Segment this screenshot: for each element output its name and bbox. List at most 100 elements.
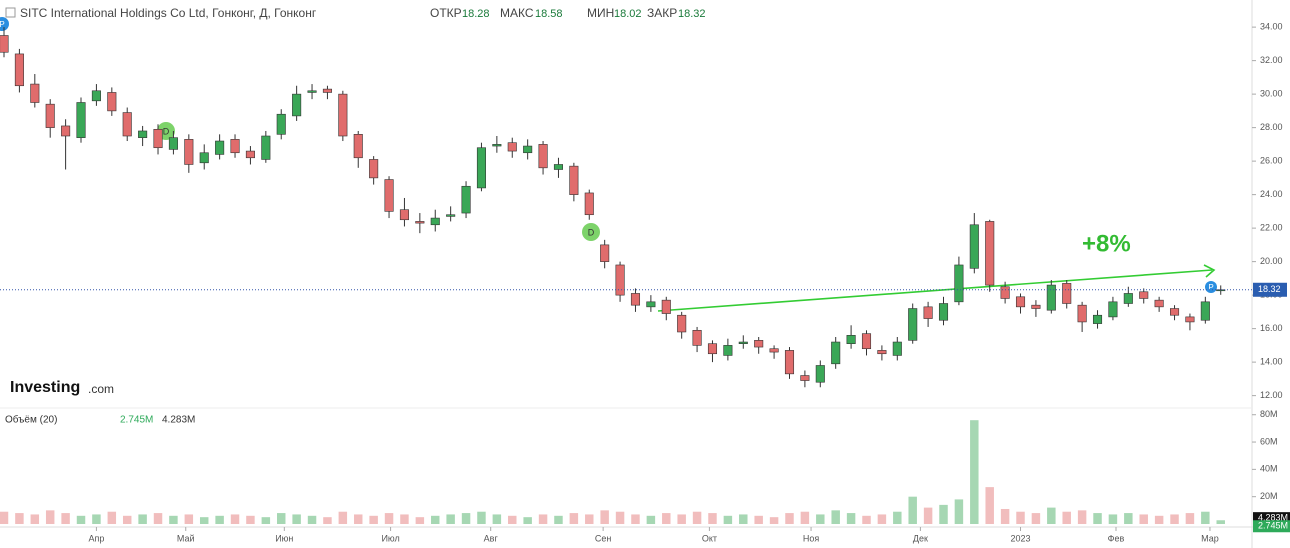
volume-bar <box>307 515 317 524</box>
volume-bar <box>1139 514 1148 524</box>
candle-body <box>692 329 702 346</box>
volume-bar <box>446 514 455 524</box>
volume-bar <box>754 515 763 524</box>
candle-body <box>199 152 209 164</box>
candle-body <box>461 185 471 214</box>
volume-bar <box>107 511 117 524</box>
candle-body <box>61 125 71 137</box>
volume-bar <box>1108 514 1118 524</box>
trend-arrow <box>657 269 1213 312</box>
candle-body <box>600 244 610 262</box>
ohlc-label: ЗАКР <box>647 6 677 20</box>
volume-bar <box>92 514 101 524</box>
volume-bar <box>169 515 178 524</box>
ohlc-label: МИН <box>587 6 614 20</box>
volume-bar <box>1201 511 1210 524</box>
volume-bar <box>184 514 194 524</box>
candle-body <box>923 306 933 319</box>
event-label: D <box>588 227 595 237</box>
candle-body <box>369 159 379 179</box>
candle-body <box>630 293 641 306</box>
volume-bar <box>877 514 887 524</box>
candle-body <box>538 144 548 169</box>
volume-bar <box>292 514 301 524</box>
volume-bar <box>970 420 979 524</box>
volume-bar <box>800 511 810 524</box>
event-marker[interactable] <box>1205 281 1217 293</box>
volume-bar <box>122 515 132 524</box>
volume-bar <box>1170 514 1179 524</box>
candle-body <box>707 343 718 355</box>
volume-bar <box>985 487 994 524</box>
candle-body <box>1139 291 1149 299</box>
volume-bar <box>1031 513 1041 524</box>
event-marker[interactable] <box>582 223 600 241</box>
volume-bar <box>677 514 686 524</box>
volume-bar <box>477 511 486 524</box>
candle-body <box>45 103 55 128</box>
volume-bar <box>954 499 964 524</box>
symbol-icon <box>5 7 16 18</box>
x-tick-label: Май <box>177 533 195 543</box>
x-tick-label: Фев <box>1108 533 1125 543</box>
candle-body <box>723 345 733 356</box>
volume-bar <box>662 513 671 524</box>
candle-body <box>91 90 101 102</box>
volume-bar <box>431 515 440 524</box>
candle-body <box>800 375 810 381</box>
candle-body <box>122 112 132 137</box>
candle-body <box>492 144 502 147</box>
x-tick-label: Окт <box>702 533 717 543</box>
volume-bar <box>631 514 640 524</box>
volume-bar <box>76 515 86 524</box>
event-marker[interactable] <box>0 17 9 31</box>
candle-body <box>1046 284 1056 311</box>
volume-bar <box>939 504 948 524</box>
candle-body <box>245 150 255 159</box>
volume-bar <box>153 513 163 524</box>
y-tick-label: 16.00 <box>1260 323 1283 333</box>
candle-body <box>230 139 240 154</box>
candle-body <box>430 217 440 226</box>
volume-bar <box>846 513 856 524</box>
volume-bar <box>384 513 394 524</box>
candle-body <box>507 142 517 152</box>
candle-body <box>615 264 625 296</box>
candle-body <box>1123 293 1133 304</box>
volume-bar <box>646 515 656 524</box>
volume-bar <box>508 515 517 524</box>
volume-bar <box>538 514 548 524</box>
y-tick-label: 12.00 <box>1260 390 1283 400</box>
volume-bar <box>1124 513 1133 524</box>
x-tick-label: Июн <box>275 533 293 543</box>
volume-bar <box>615 511 625 524</box>
ohlc-value: 18.32 <box>678 8 706 20</box>
candle-body <box>677 314 687 333</box>
volume-tick-label: 80M <box>1260 409 1278 419</box>
x-tick-label: Авг <box>484 533 499 543</box>
volume-last-tag <box>1253 520 1290 533</box>
volume-bar <box>276 513 286 524</box>
volume-bar <box>1047 507 1056 524</box>
volume-last-label: 2.745M <box>1258 521 1288 531</box>
candle-body <box>184 139 194 165</box>
ohlc-value: 18.28 <box>462 8 490 20</box>
y-tick-label: 34.00 <box>1260 22 1283 32</box>
volume-legend: Объём (20) <box>5 414 57 426</box>
candle-body <box>338 93 348 137</box>
candle-body <box>877 350 887 355</box>
candle-body <box>831 341 841 365</box>
candle-body <box>14 53 24 87</box>
volume-bar <box>1185 513 1195 524</box>
volume-bar <box>785 513 794 524</box>
volume-bar <box>400 514 409 524</box>
volume-bar <box>831 510 840 524</box>
candle-body <box>1185 316 1195 323</box>
candle-body <box>985 221 995 286</box>
candle-body <box>1062 283 1072 304</box>
candle-body <box>769 348 779 353</box>
candle-body <box>276 113 286 135</box>
volume-bar <box>1154 515 1164 524</box>
candle-body <box>1108 301 1118 318</box>
